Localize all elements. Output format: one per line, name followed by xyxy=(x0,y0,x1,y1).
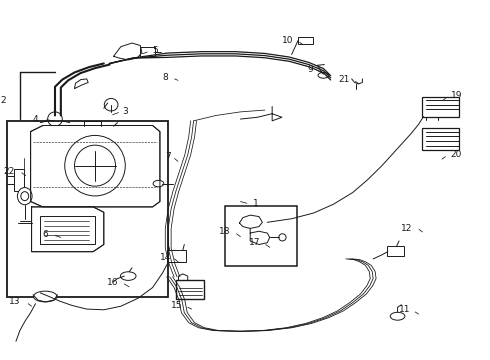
Ellipse shape xyxy=(121,272,136,280)
Bar xyxy=(40,216,95,244)
Text: 10: 10 xyxy=(282,36,293,45)
Text: 20: 20 xyxy=(450,150,462,159)
Text: 15: 15 xyxy=(172,301,183,310)
Text: 6: 6 xyxy=(42,230,48,239)
Bar xyxy=(422,97,459,117)
Ellipse shape xyxy=(33,291,57,302)
Ellipse shape xyxy=(279,234,286,241)
Text: 4: 4 xyxy=(32,115,38,124)
Bar xyxy=(141,48,155,57)
Text: 9: 9 xyxy=(307,65,313,74)
Ellipse shape xyxy=(153,180,164,187)
Ellipse shape xyxy=(48,112,62,126)
Bar xyxy=(298,37,313,45)
Ellipse shape xyxy=(21,192,28,201)
Bar xyxy=(14,169,24,191)
Text: 12: 12 xyxy=(401,224,413,233)
Bar xyxy=(7,121,168,297)
Bar xyxy=(422,128,459,149)
Text: 1: 1 xyxy=(253,199,258,208)
Text: 22: 22 xyxy=(4,167,15,176)
Polygon shape xyxy=(31,207,104,252)
Text: 18: 18 xyxy=(219,228,231,237)
Text: 5: 5 xyxy=(152,46,158,55)
Text: 17: 17 xyxy=(249,238,261,247)
Text: 21: 21 xyxy=(339,75,350,84)
Ellipse shape xyxy=(318,72,329,78)
Text: 13: 13 xyxy=(9,297,21,306)
Text: 16: 16 xyxy=(107,278,119,287)
Text: 19: 19 xyxy=(451,91,463,100)
Circle shape xyxy=(65,135,125,196)
Ellipse shape xyxy=(104,98,118,111)
Text: 8: 8 xyxy=(163,73,168,82)
Text: 3: 3 xyxy=(122,107,128,116)
Ellipse shape xyxy=(18,188,32,205)
Bar xyxy=(387,246,404,256)
Text: 7: 7 xyxy=(166,152,171,161)
Circle shape xyxy=(74,145,116,186)
Text: 11: 11 xyxy=(399,305,410,314)
Bar xyxy=(176,280,204,299)
Text: 2: 2 xyxy=(0,96,6,105)
Polygon shape xyxy=(30,126,160,207)
Bar xyxy=(167,250,186,262)
Bar xyxy=(225,206,297,266)
Ellipse shape xyxy=(390,312,405,320)
Text: 14: 14 xyxy=(160,253,171,262)
